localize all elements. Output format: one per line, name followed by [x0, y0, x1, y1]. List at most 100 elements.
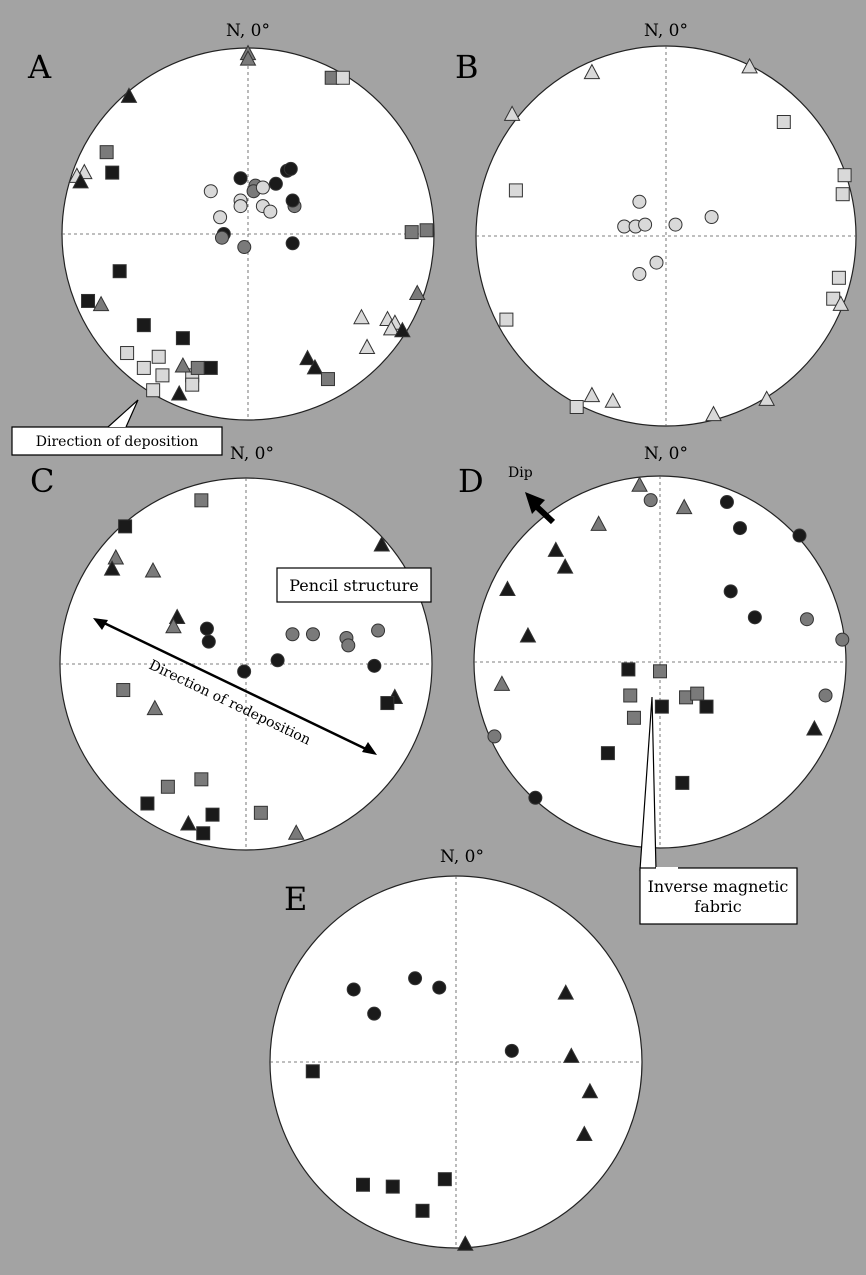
dark-triangle-point [174, 357, 192, 373]
black-square-point [415, 1203, 430, 1218]
light-square-point [776, 115, 791, 129]
light-square-point [335, 70, 350, 85]
dark-square-point [404, 225, 419, 240]
black-square-point [81, 293, 96, 308]
pencil-structure-label-box [276, 567, 432, 603]
light-triangle-point [741, 57, 758, 74]
light-square-point [146, 383, 161, 398]
black-circle-point [747, 610, 762, 625]
dark-circle-point [835, 632, 850, 647]
data-points [305, 971, 599, 1251]
black-triangle-point [170, 384, 188, 401]
black-square-point [385, 1179, 400, 1194]
panel-letter: A [27, 48, 52, 86]
dark-circle-point [818, 688, 833, 703]
north-label: N, 0° [230, 444, 274, 464]
black-circle-point [270, 653, 285, 668]
dark-square-point [160, 779, 175, 794]
light-triangle-point [583, 63, 601, 80]
dark-square-point [320, 372, 335, 387]
north-label: N, 0° [226, 21, 270, 41]
dark-square-point [419, 223, 434, 238]
inverse-fabric-line-2: fabric [694, 897, 741, 916]
dark-square-point [623, 688, 638, 703]
dark-triangle-point [92, 295, 110, 312]
black-circle-point [201, 634, 216, 649]
black-triangle-point [180, 814, 197, 831]
dark-triangle-point [165, 617, 182, 634]
black-circle-point [723, 584, 738, 599]
north-label: N, 0° [440, 847, 484, 867]
redeposition-arrow [93, 618, 377, 755]
black-circle-point [285, 236, 300, 251]
dark-square-point [653, 664, 667, 679]
light-square-point [499, 312, 514, 327]
light-triangle-point [604, 392, 622, 408]
light-triangle-point [503, 105, 521, 121]
dark-square-point [116, 683, 131, 698]
dark-square-point [194, 772, 209, 787]
black-square-point [136, 318, 151, 333]
dark-square-point [190, 360, 205, 375]
dark-triangle-point [239, 50, 257, 66]
black-square-point [675, 775, 690, 790]
black-circle-point [504, 1043, 519, 1058]
data-points [103, 493, 404, 841]
pencil-structure-label: Pencil structure [289, 576, 419, 595]
dark-triangle-point [287, 824, 305, 840]
light-triangle-point [832, 295, 850, 311]
panel-c: C N, 0° Pencil structure Direction of re… [30, 444, 433, 851]
dark-square-point [99, 145, 114, 160]
black-square-point [196, 826, 211, 841]
dark-circle-point [285, 627, 300, 642]
panel-d: D N, 0° Dip Inverse magnetic fabric [458, 444, 850, 925]
black-circle-point [719, 495, 734, 510]
light-square-point [837, 168, 852, 183]
black-circle-point [367, 658, 382, 673]
dark-square-point [253, 805, 268, 820]
dark-triangle-point [590, 515, 607, 531]
light-circle-point [255, 180, 270, 195]
inverse-fabric-line-1: Inverse magnetic [648, 877, 789, 896]
black-circle-point [408, 971, 423, 986]
light-circle-point [632, 194, 647, 209]
dark-circle-point [237, 240, 252, 255]
black-triangle-point [306, 358, 324, 375]
light-square-point [831, 270, 846, 285]
dark-triangle-point [146, 699, 164, 716]
data-points [487, 476, 850, 805]
data-points [68, 44, 434, 401]
light-circle-point [668, 217, 683, 232]
black-triangle-point [806, 719, 823, 736]
black-square-point [654, 699, 669, 714]
light-square-point [569, 400, 584, 414]
black-circle-point [346, 982, 361, 997]
black-triangle-point [394, 321, 411, 338]
dip-arrow-icon [525, 492, 556, 525]
light-circle-point [638, 217, 653, 232]
dark-square-point [690, 686, 705, 701]
dark-square-point [626, 710, 641, 725]
panel-letter: E [284, 880, 307, 918]
inverse-fabric-label: Inverse magnetic fabric [648, 877, 789, 916]
black-circle-point [268, 176, 283, 191]
light-square-point [120, 346, 135, 361]
light-square-point [151, 349, 166, 364]
black-square-point [205, 807, 220, 822]
black-square-point [140, 796, 155, 811]
black-triangle-point [581, 1082, 599, 1099]
dark-triangle-point [408, 284, 426, 301]
dark-circle-point [341, 638, 356, 653]
panel-letter: D [458, 462, 484, 500]
black-square-point [699, 699, 714, 714]
black-circle-point [367, 1006, 382, 1021]
dark-triangle-point [631, 476, 648, 492]
panel-b: B N, 0° [455, 21, 857, 427]
black-triangle-point [299, 349, 316, 366]
light-square-point [136, 360, 151, 375]
black-circle-point [732, 521, 747, 536]
dark-circle-point [371, 623, 386, 638]
black-triangle-point [547, 541, 565, 557]
panel-e: E N, 0° [269, 847, 643, 1251]
